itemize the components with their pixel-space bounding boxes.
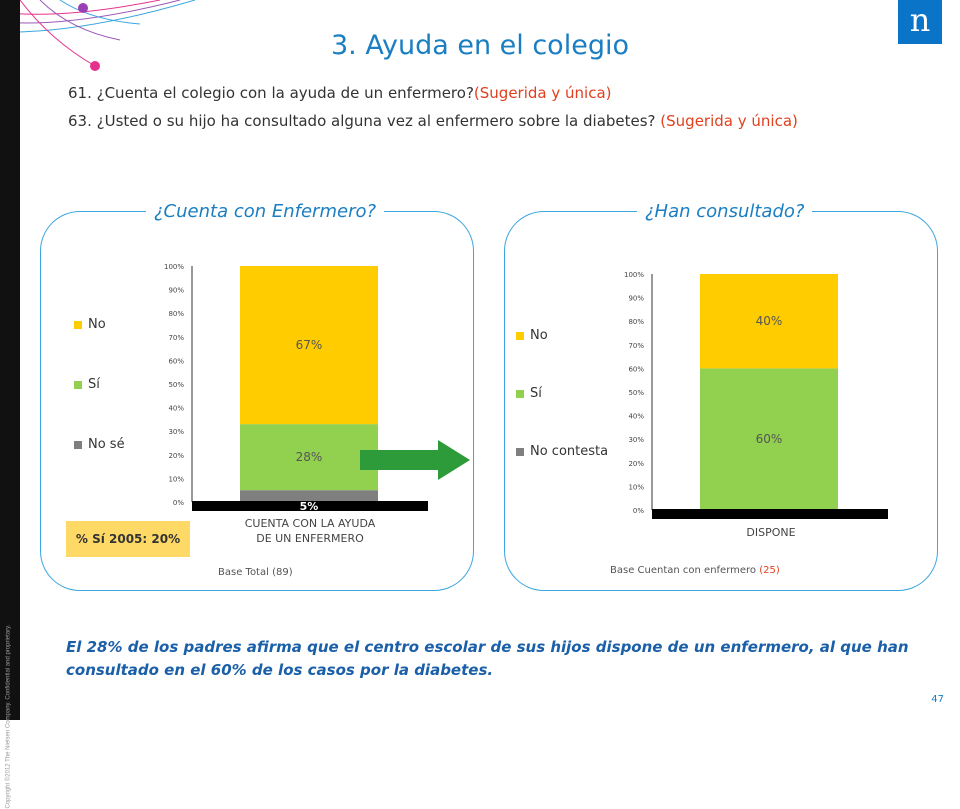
- chart1-data-label-s-: 28%: [296, 450, 323, 464]
- chart1-title: ¿Cuenta con Enfermero?: [146, 201, 385, 222]
- chart1-ytick-label: 10%: [168, 475, 184, 483]
- chart2-legend-nocontesta: No contesta: [516, 444, 608, 459]
- chart2-ytick-label: 60%: [628, 365, 644, 373]
- chart1-data-label-top-no-s-: 5%: [300, 500, 319, 513]
- legend-swatch-nose: [74, 440, 82, 449]
- chart1-legend-si: Sí: [74, 377, 100, 392]
- chart2-ytick-label: 70%: [628, 342, 644, 350]
- chart1-category-line-2: DE UN ENFERMERO: [256, 532, 364, 545]
- chart2-ytick-label: 0%: [633, 507, 644, 515]
- legend-label-nose: No sé: [88, 437, 125, 452]
- legend-swatch-no: [74, 320, 82, 329]
- chart2-ytick-label: 80%: [628, 318, 644, 326]
- chart2-data-label-no: 40%: [756, 314, 783, 328]
- chart1-bar-s-: [240, 424, 378, 491]
- chart1-ytick-label: 70%: [168, 334, 184, 342]
- chart1-bar-no: [240, 266, 378, 425]
- legend-label-no: No: [88, 317, 106, 332]
- chart1-data-label-no: 67%: [296, 338, 323, 352]
- chart2-base-value: (25): [759, 565, 780, 576]
- chart1-ytick-label: 0%: [173, 499, 184, 507]
- chart1-ytick-label: 80%: [168, 310, 184, 318]
- logo-letter: n: [909, 1, 931, 39]
- side-strip: [0, 0, 20, 720]
- chart1-ytick-label: 100%: [164, 263, 184, 271]
- chart2-ytick-label: 30%: [628, 436, 644, 444]
- chart2-ytick-label: 20%: [628, 460, 644, 468]
- green-arrow-icon: [360, 440, 470, 480]
- chart2-ytick-label: 100%: [624, 271, 644, 279]
- chart1-legend-nose: No sé: [74, 437, 125, 452]
- chart1-category-label: CUENTA CON LA AYUDA DE UN ENFERMERO: [205, 516, 415, 546]
- chart1-x-axis-band: [192, 501, 428, 511]
- page-number: 47: [931, 694, 944, 705]
- chart1-ytick-label: 90%: [168, 287, 184, 295]
- nielsen-logo: n: [898, 0, 942, 44]
- legend-label-si: Sí: [88, 377, 100, 392]
- question-61-text: 61. ¿Cuenta el colegio con la ayuda de u…: [68, 84, 474, 102]
- chart2-ytick-label: 40%: [628, 413, 644, 421]
- chart2-x-axis-band: [652, 509, 888, 519]
- chart2-bar-no: [700, 274, 838, 369]
- legend-label-si-2: Sí: [530, 386, 542, 401]
- legend-label-nocontesta: No contesta: [530, 444, 609, 459]
- question-63-text: 63. ¿Usted o su hijo ha consultado algun…: [68, 112, 661, 130]
- chart2-bar-s-: [700, 368, 838, 510]
- chart2-category-label: DISPONE: [666, 525, 876, 540]
- question-63: 63. ¿Usted o su hijo ha consultado algun…: [68, 112, 798, 130]
- chart2-title: ¿Han consultado?: [637, 201, 813, 222]
- si-2005-badge: % Sí 2005: 20%: [66, 521, 190, 557]
- conclusion-text: El 28% de los padres afirma que el centr…: [66, 638, 909, 679]
- chart2-ytick-label: 90%: [628, 295, 644, 303]
- chart1-ytick-label: 20%: [168, 452, 184, 460]
- chart1-ytick-label: 60%: [168, 357, 184, 365]
- chart2-ytick-label: 10%: [628, 483, 644, 491]
- chart2-ytick-label: 50%: [628, 389, 644, 397]
- question-61-note: (Sugerida y única): [473, 84, 612, 102]
- chart1-ytick-label: 50%: [168, 381, 184, 389]
- chart1-bar-no-s-: [240, 490, 378, 502]
- chart1-category-line-1: CUENTA CON LA AYUDA: [244, 517, 376, 530]
- chart2-plot: 0% 10% 20% 30% 40% 50% 60% 70% 80% 90% 100% 60% 40%: [624, 271, 888, 519]
- page-title: 3. Ayuda en el colegio: [331, 30, 629, 61]
- chart2-category-line-1: DISPONE: [746, 526, 796, 539]
- chart1-plot: 0% 10% 20% 30% 40% 50% 60% 70% 80% 90% 100% 5% 28% 67…: [164, 263, 428, 513]
- chart1-ytick-label: 40%: [168, 405, 184, 413]
- chart1-ytick-label: 30%: [168, 428, 184, 436]
- legend-swatch-no-2: [516, 331, 524, 340]
- copyright-text: Copyright ©2012 The Nielsen Company. Con…: [5, 624, 12, 809]
- legend-label-no-2: No: [530, 328, 548, 343]
- legend-swatch-nocontesta: [516, 447, 524, 456]
- chart1-legend-no: No: [74, 317, 106, 332]
- chart1-base-label: Base Total: [218, 567, 273, 578]
- legend-swatch-si-2: [516, 389, 524, 398]
- chart2-base-label: Base Cuentan con enfermero: [610, 565, 760, 576]
- chart2-base: Base Cuentan con enfermero (25): [610, 565, 780, 576]
- chart1-base-value: (89): [272, 567, 293, 578]
- chart2-data-label-s-: 60%: [756, 432, 783, 446]
- legend-swatch-si: [74, 380, 82, 389]
- chart1-base: Base Total (89): [218, 567, 293, 578]
- question-63-note: (Sugerida y única): [660, 112, 798, 130]
- chart2-legend-si: Sí: [516, 386, 542, 401]
- question-61: 61. ¿Cuenta el colegio con la ayuda de u…: [68, 84, 612, 102]
- chart2-legend-no: No: [516, 328, 548, 343]
